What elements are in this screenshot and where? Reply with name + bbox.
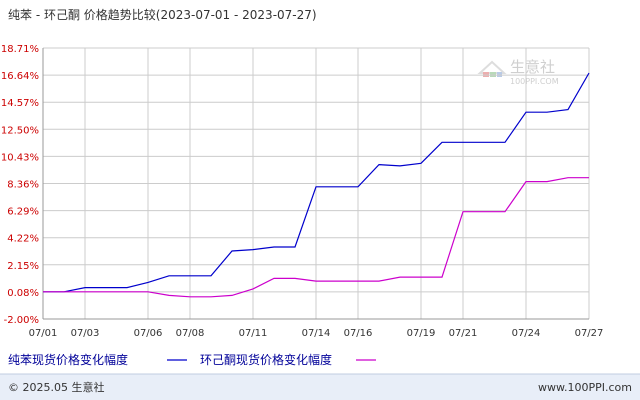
footer-bar: © 2025.05 生意社 www.100PPI.com bbox=[0, 373, 640, 400]
footer-site-link[interactable]: www.100PPI.com bbox=[538, 381, 632, 394]
grid bbox=[42, 47, 590, 320]
y-tick-label: 4.22% bbox=[7, 234, 39, 245]
x-tick-label: 07/14 bbox=[302, 328, 331, 339]
x-tick-label: 07/01 bbox=[29, 328, 58, 339]
watermark-logo-icon bbox=[477, 60, 507, 77]
y-tick-label: 6.29% bbox=[7, 207, 39, 218]
y-tick-label: -2.00% bbox=[4, 315, 39, 326]
x-axis-ticks: 07/01 07/03 07/06 07/08 07/11 07/14 07/16 07/19… bbox=[29, 328, 604, 339]
watermark: 生意社 100PPI.COM bbox=[477, 58, 559, 86]
x-tick-label: 07/19 bbox=[407, 328, 436, 339]
x-tick-label: 07/03 bbox=[71, 328, 100, 339]
y-tick-label: 0.08% bbox=[7, 288, 39, 299]
footer-copyright: © 2025.05 生意社 bbox=[8, 380, 104, 394]
legend: 纯苯现货价格变化幅度 环己酮现货价格变化幅度 bbox=[8, 352, 376, 367]
y-tick-label: 8.36% bbox=[7, 180, 39, 191]
y-tick-label: 16.64% bbox=[1, 71, 39, 82]
x-tick-label: 07/27 bbox=[575, 328, 604, 339]
x-tick-label: 07/11 bbox=[239, 328, 268, 339]
watermark-brand: 生意社 bbox=[510, 58, 555, 76]
x-tick-label: 07/24 bbox=[512, 328, 541, 339]
series-lines bbox=[43, 72, 590, 298]
y-tick-label: 10.43% bbox=[1, 152, 39, 163]
x-tick-label: 07/21 bbox=[449, 328, 478, 339]
x-tick-label: 07/16 bbox=[344, 328, 373, 339]
y-axis-ticks: 18.71% 16.64% 14.57% 12.50% 10.43% 8.36% 6.29%… bbox=[1, 44, 39, 326]
series-line-2 bbox=[43, 177, 589, 298]
series-line-1 bbox=[43, 72, 590, 293]
footer-background bbox=[0, 374, 640, 400]
y-tick-label: 2.15% bbox=[7, 261, 39, 272]
y-tick-label: 18.71% bbox=[1, 44, 39, 55]
legend-label-series-2: 环己酮现货价格变化幅度 bbox=[200, 352, 332, 367]
y-tick-label: 14.57% bbox=[1, 98, 39, 109]
chart-title: 纯苯 - 环己酮 价格趋势比较(2023-07-01 - 2023-07-27) bbox=[8, 7, 317, 22]
legend-label-series-1: 纯苯现货价格变化幅度 bbox=[8, 352, 128, 367]
x-tick-label: 07/08 bbox=[176, 328, 205, 339]
x-tick-label: 07/06 bbox=[134, 328, 163, 339]
y-tick-label: 12.50% bbox=[1, 125, 39, 136]
watermark-url: 100PPI.COM bbox=[510, 77, 559, 86]
